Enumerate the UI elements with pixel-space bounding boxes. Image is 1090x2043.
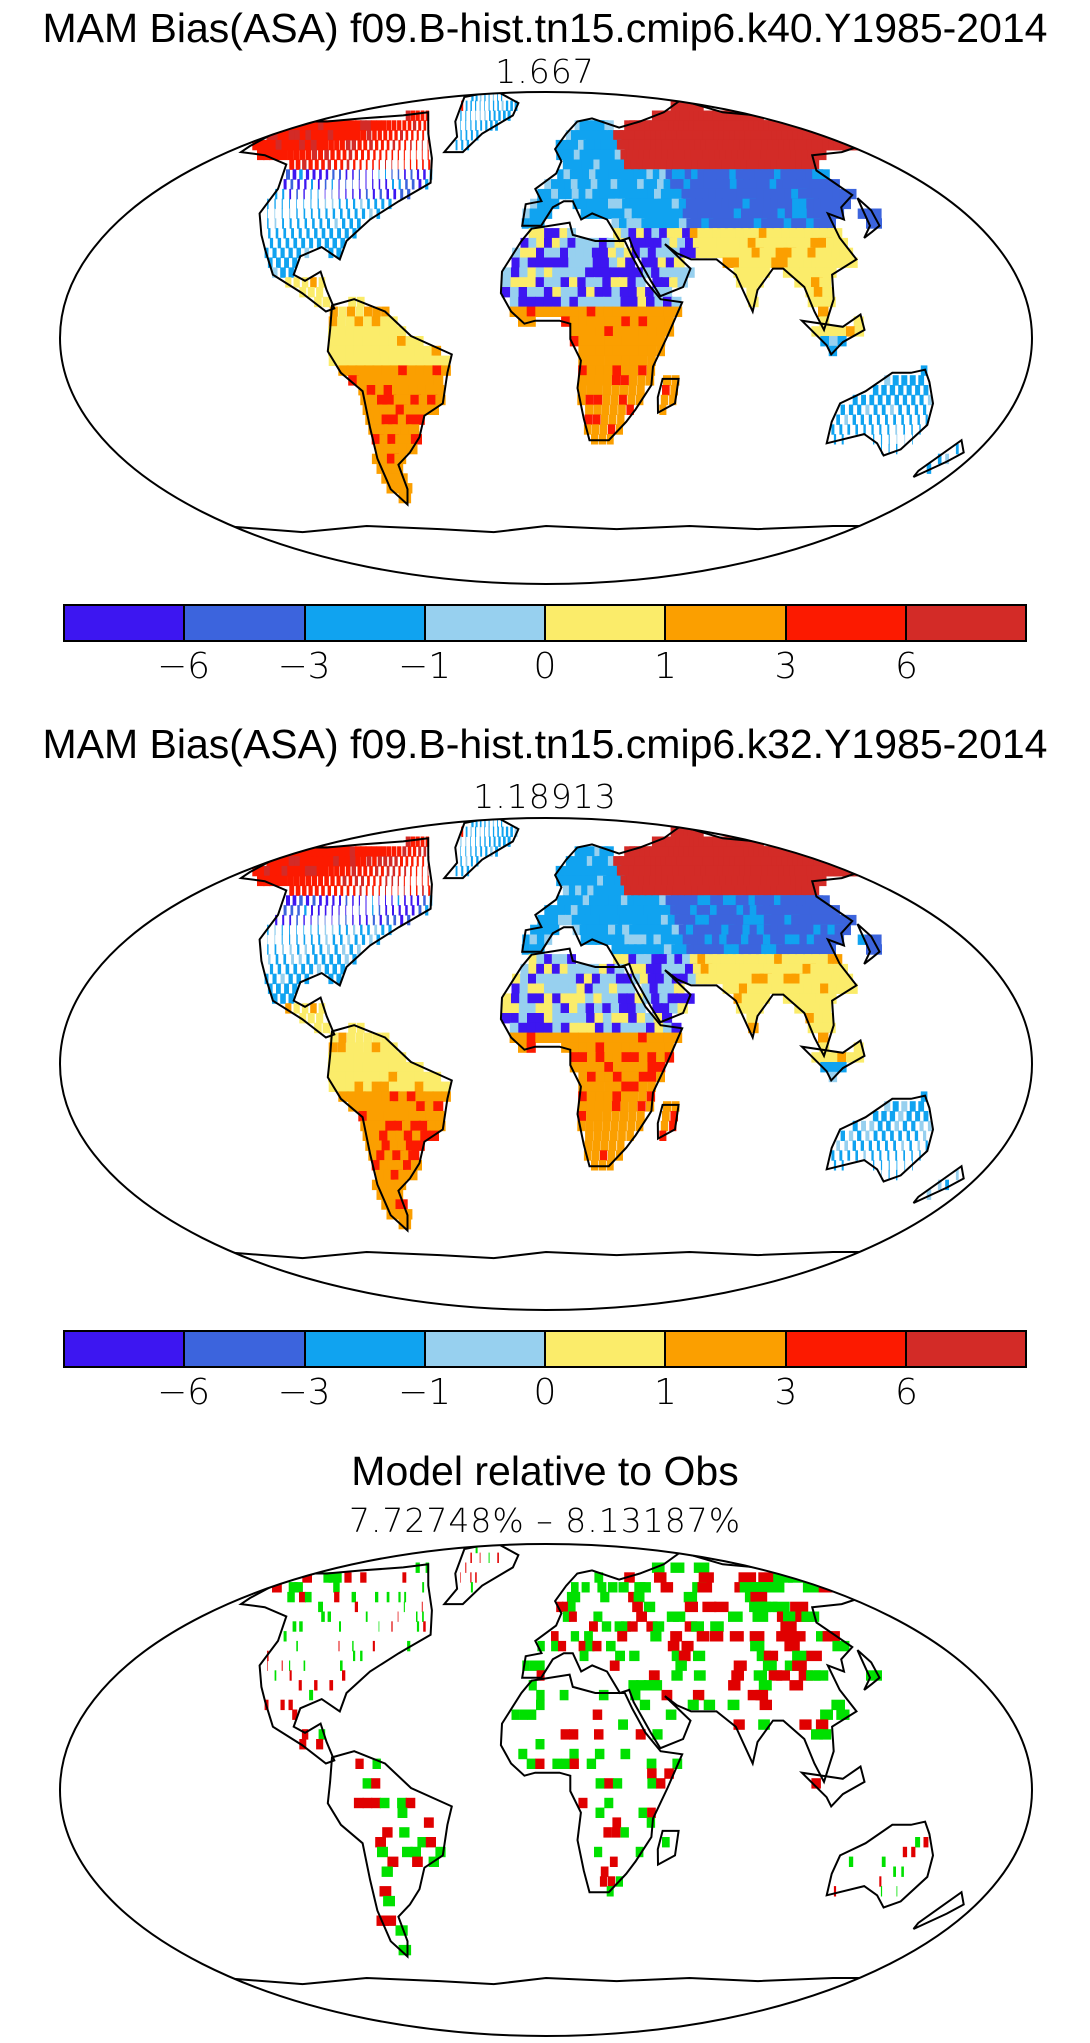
coastline-madagascar — [656, 1103, 680, 1141]
colorbar-label: 6 — [895, 646, 918, 687]
coastline-north-america — [238, 111, 433, 313]
map-ocean — [60, 92, 1032, 584]
coastline-borneo-sumatra — [799, 1764, 866, 1809]
comparison-map — [58, 1542, 1034, 2037]
coastline-greenland — [442, 1544, 520, 1606]
map-ocean — [60, 1544, 1032, 2036]
colorbar-bin-5 — [546, 1332, 667, 1366]
comparison-range: 7.72748% – 8.13187% — [348, 1501, 742, 1540]
coastline-madagascar — [656, 1829, 680, 1867]
panel-1-colorbar-labels: −6 −3 −1 0 1 3 6 — [63, 646, 1027, 687]
colorbar-label: −1 — [397, 1372, 452, 1413]
colorbar-label: 0 — [533, 1372, 557, 1413]
panel-1-colorbar — [63, 604, 1027, 642]
colorbar-bin-6 — [666, 606, 787, 640]
coastline-antarctica — [223, 1976, 869, 1986]
colorbar-bin-1 — [65, 1332, 186, 1366]
coastline-north-america — [238, 1563, 433, 1765]
coastline-japan — [856, 197, 881, 239]
colorbar-bin-7 — [786, 606, 907, 640]
coastline-new-zealand — [912, 438, 965, 478]
coastline-south-america — [326, 298, 453, 507]
colorbar-label: 1 — [654, 1372, 677, 1413]
panel-2-title: MAM Bias(ASA) f09.B-hist.tn15.cmip6.k32.… — [42, 721, 1048, 767]
coastline-north-america — [238, 837, 433, 1039]
map-field — [252, 818, 959, 1230]
colorbar-bin-7 — [786, 1332, 907, 1366]
coastline-australia — [825, 1820, 935, 1909]
colorbar-bin-8 — [906, 606, 1025, 640]
panel-2-colorbar — [63, 1330, 1027, 1368]
panel-2-map — [58, 816, 1034, 1311]
coastline-borneo-sumatra — [799, 312, 866, 357]
colorbar-label: −1 — [397, 646, 452, 687]
panel-1-title: MAM Bias(ASA) f09.B-hist.tn15.cmip6.k40.… — [42, 5, 1048, 51]
colorbar-bin-2 — [185, 606, 306, 640]
panel-1-value: 1.667 — [495, 52, 595, 91]
colorbar-bin-8 — [906, 1332, 1025, 1366]
colorbar-bin-2 — [185, 1332, 306, 1366]
panel-2-colorbar-labels: −6 −3 −1 0 1 3 6 — [63, 1372, 1027, 1413]
coastline-madagascar — [656, 377, 680, 415]
map-ocean — [60, 818, 1032, 1310]
colorbar-bin-1 — [65, 606, 186, 640]
coastlines — [223, 818, 965, 1260]
coastline-africa — [499, 1673, 684, 1894]
map-field — [252, 92, 959, 504]
colorbar-label: −6 — [156, 1372, 211, 1413]
colorbar-bin-3 — [305, 1332, 426, 1366]
colorbar-bin-4 — [425, 606, 546, 640]
panel-1-map — [58, 90, 1034, 585]
colorbar-label: −3 — [277, 646, 331, 687]
coastline-antarctica — [223, 524, 869, 534]
coastline-eurasia — [521, 98, 862, 333]
colorbar-label: 3 — [774, 1372, 798, 1413]
colorbar-label: −6 — [156, 646, 211, 687]
colorbar-label: 6 — [895, 1372, 918, 1413]
coastline-south-america — [326, 1024, 453, 1233]
colorbar-label: 1 — [654, 646, 677, 687]
coastline-south-america — [326, 1750, 453, 1959]
map-border — [59, 91, 1033, 585]
coastline-japan — [856, 923, 881, 965]
coastline-africa — [499, 947, 684, 1168]
panel-2-value: 1.18913 — [473, 777, 617, 816]
coastline-greenland — [442, 92, 520, 154]
coastline-antarctica — [223, 1250, 869, 1260]
colorbar-bin-6 — [666, 1332, 787, 1366]
colorbar-label: 0 — [533, 646, 557, 687]
coastline-new-zealand — [912, 1890, 965, 1930]
map-border — [59, 1543, 1033, 2037]
coastlines — [223, 1544, 965, 1986]
colorbar-bin-5 — [546, 606, 667, 640]
coastline-new-zealand — [912, 1164, 965, 1204]
colorbar-bin-3 — [305, 606, 426, 640]
coastline-africa — [499, 221, 684, 442]
coastline-australia — [825, 368, 935, 457]
coastline-eurasia — [521, 824, 862, 1059]
coastline-borneo-sumatra — [799, 1038, 866, 1083]
coastline-australia — [825, 1094, 935, 1183]
comparison-title: Model relative to Obs — [351, 1448, 739, 1494]
coastline-greenland — [442, 818, 520, 880]
map-border — [59, 817, 1033, 1311]
map-field — [264, 1544, 929, 1956]
coastline-japan — [856, 1649, 881, 1691]
colorbar-label: 3 — [774, 646, 798, 687]
colorbar-label: −3 — [277, 1372, 331, 1413]
coastlines — [223, 92, 965, 534]
colorbar-bin-4 — [425, 1332, 546, 1366]
coastline-eurasia — [521, 1550, 862, 1785]
